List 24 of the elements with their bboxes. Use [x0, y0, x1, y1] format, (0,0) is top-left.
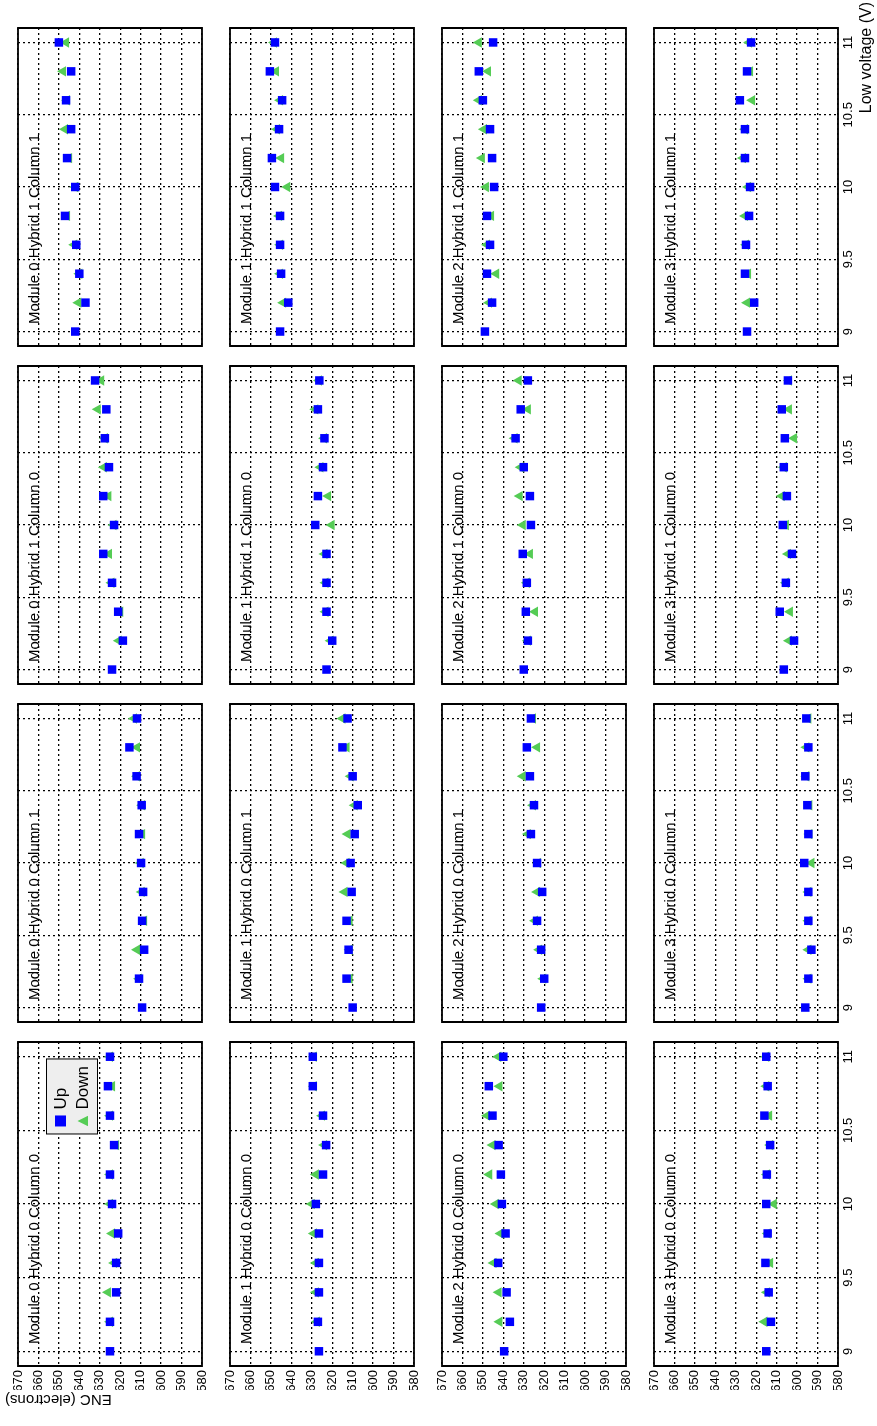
y-tick-label: 10.5 [840, 1117, 856, 1144]
y-tick-label: 10 [840, 517, 856, 533]
y-tick-label: 10 [840, 1196, 856, 1212]
y-tick-label: 10.5 [840, 440, 856, 466]
y-tick-label: 9.5 [840, 1268, 856, 1287]
y-tick-label: 10.5 [840, 778, 856, 804]
text: Down [73, 1066, 92, 1110]
x-axis-title: ENC (electrons) [5, 1392, 112, 1409]
y-tick-label: 9 [840, 327, 856, 336]
y-tick-label: 11 [840, 373, 856, 388]
y-tick-label: 10.5 [840, 102, 856, 128]
y-tick-label: 10 [840, 855, 856, 871]
y-tick-label: 9.5 [840, 588, 856, 607]
y-tick-label: 9.5 [840, 926, 856, 945]
y-tick-label: 11 [840, 1049, 856, 1064]
y-tick-label: 11 [840, 35, 856, 50]
y-tick-label: 9 [840, 1003, 856, 1012]
y-tick-label: 11 [840, 711, 856, 726]
y-tick-label: 10 [840, 179, 856, 195]
y-tick-label: 9.5 [840, 250, 856, 269]
text: Up [51, 1087, 70, 1110]
y-tick-label: 9 [840, 665, 856, 674]
y-axis-title: Low voltage (V) [857, 2, 875, 114]
y-tick-label: 9 [840, 1347, 856, 1355]
